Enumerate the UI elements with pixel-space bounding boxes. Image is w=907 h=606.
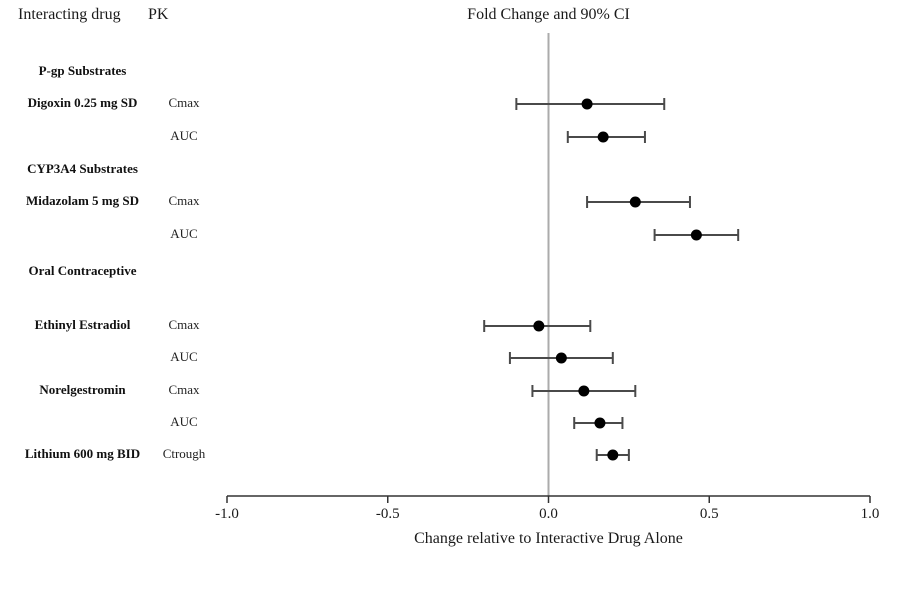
column-header-interacting-drug: Interacting drug (18, 6, 121, 23)
x-tick-label: -1.0 (215, 506, 239, 522)
point-estimate-marker (629, 196, 641, 208)
pk-parameter-label: Cmax (168, 193, 200, 208)
column-header-pk: PK (148, 6, 169, 23)
group-header-label: Oral Contraceptive (28, 263, 137, 278)
point-estimate-marker (607, 449, 619, 461)
drug-label: Lithium 600 mg BID (24, 446, 141, 461)
drug-label: Digoxin 0.25 mg SD (27, 95, 138, 110)
pk-parameter-label: Ctrough (162, 446, 206, 461)
x-tick-label: -0.5 (376, 506, 400, 522)
pk-parameter-label: Cmax (168, 95, 200, 110)
group-header-label: CYP3A4 Substrates (27, 161, 138, 176)
pk-parameter-label: AUC (170, 414, 198, 429)
point-estimate-marker (597, 131, 609, 143)
point-estimate-marker (581, 98, 593, 110)
pk-parameter-label: Cmax (168, 317, 200, 332)
x-tick-label: 1.0 (861, 506, 880, 522)
pk-parameter-label: AUC (170, 226, 198, 241)
plot-title: Fold Change and 90% CI (467, 6, 630, 23)
point-estimate-marker (690, 229, 702, 241)
point-estimate-marker (594, 417, 606, 429)
pk-parameter-label: AUC (170, 128, 198, 143)
point-estimate-marker (555, 352, 567, 364)
x-tick-label: 0.0 (539, 506, 558, 522)
x-tick-label: 0.5 (700, 506, 719, 522)
point-estimate-marker (533, 320, 545, 332)
pk-parameter-label: AUC (170, 349, 198, 364)
pk-parameter-label: Cmax (168, 382, 200, 397)
drug-label: Norelgestromin (39, 382, 126, 397)
group-header-label: P-gp Substrates (38, 63, 127, 78)
point-estimate-marker (578, 385, 590, 397)
x-axis-label: Change relative to Interactive Drug Alon… (414, 530, 683, 547)
drug-label: Midazolam 5 mg SD (25, 193, 140, 208)
drug-label: Ethinyl Estradiol (34, 317, 131, 332)
